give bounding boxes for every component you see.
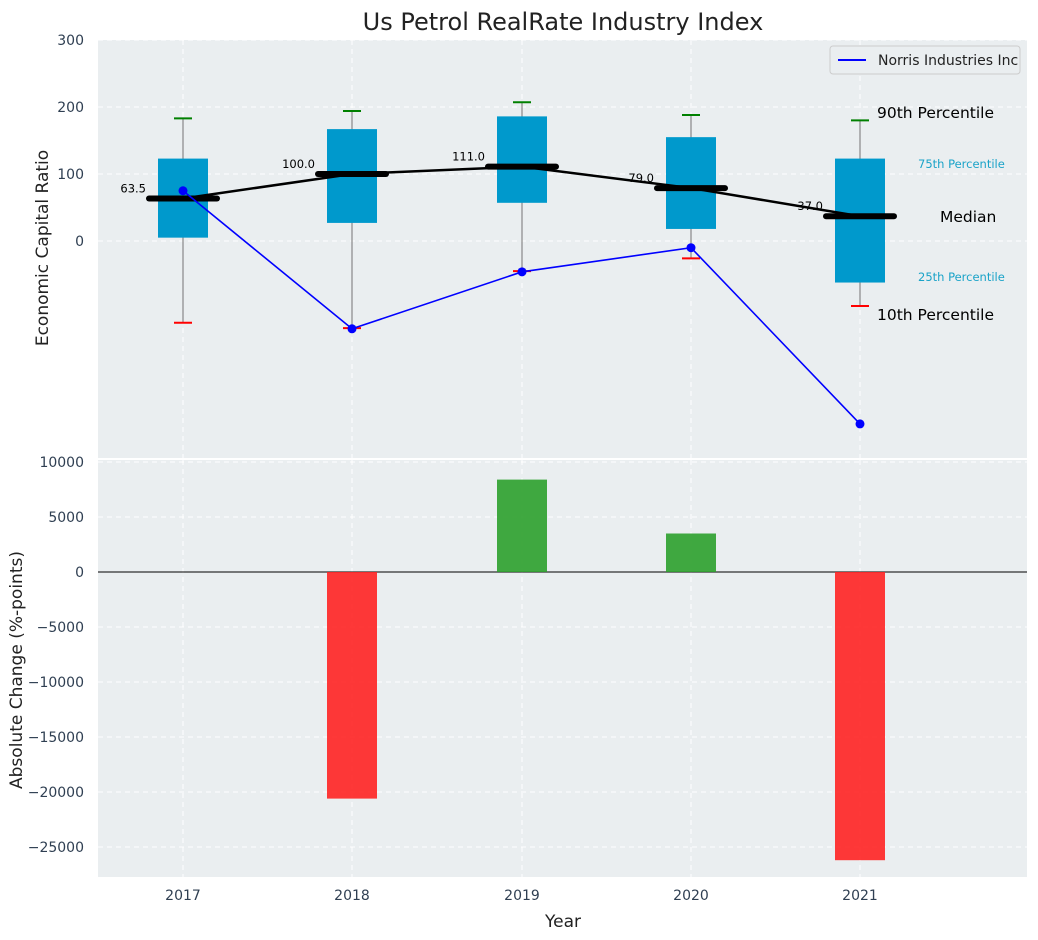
top-y-axis-label: Economic Capital Ratio [33,150,53,346]
change-bar-2019 [497,479,547,572]
top-y-tick-label: 0 [75,234,84,250]
box-iqr-2019 [497,116,547,203]
norris-point-2021 [855,419,865,429]
box-iqr-2020 [666,137,716,229]
bottom-y-axis-label: Absolute Change (%-points) [7,551,27,789]
median-value-label-2020: 79.0 [628,171,654,185]
median-value-label-2017: 63.5 [120,181,146,195]
top-plot-area [98,40,1027,458]
bottom-y-tick-label: −5000 [37,620,84,636]
x-tick-label-2017: 2017 [165,888,201,904]
x-tick-label-2018: 2018 [334,888,370,904]
norris-point-2020 [686,243,696,253]
change-bar-2018 [327,572,377,799]
median-trend-group: 63.5 100.0 111.0 79.0 37.0 [120,150,897,220]
norris-point-2019 [517,267,527,277]
top-y-tick-label: 100 [57,167,84,183]
change-bar-2020 [666,533,716,572]
legend-box [829,45,1021,75]
annotation-75th-percentile: 75th Percentile [918,157,1005,171]
x-axis-label: Year [544,912,581,932]
annotation-25th-percentile: 25th Percentile [918,270,1005,284]
norris-point-2017 [178,186,188,196]
bottom-y-tick-label: 5000 [48,510,84,526]
box-iqr-2021 [835,158,885,283]
median-value-label-2021: 37.0 [797,199,823,213]
bottom-y-tick-label: −10000 [28,675,84,691]
change-bars-group [327,479,885,861]
annotation-90th-percentile: 90th Percentile [877,104,994,122]
annotation-median: Median [940,208,996,226]
norris-series-group [178,186,865,429]
legend-entry-norris: Norris Industries Inc [878,53,1018,69]
x-tick-label-2021: 2021 [842,888,878,904]
bottom-y-tick-label: −25000 [28,840,84,856]
median-value-label-2019: 111.0 [452,150,485,164]
bottom-y-tick-label: −20000 [28,785,84,801]
bottom-y-tick-label: 10000 [39,455,84,471]
bottom-y-tick-label: −15000 [28,730,84,746]
median-value-label-2018: 100.0 [282,157,315,171]
top-y-tick-label: 200 [57,100,84,116]
top-y-tick-label: 300 [57,33,84,49]
axis-ticks-group: 0 100 200 300 10000 5000 0 −5000 −10000 −15000 −20… [28,33,878,904]
bottom-y-tick-label: 0 [75,565,84,581]
x-tick-label-2020: 2020 [673,888,709,904]
bottom-plot-area [98,460,1027,877]
legend: Norris Industries Inc [829,45,1021,75]
norris-point-2018 [347,324,357,334]
chart-title: Us Petrol RealRate Industry Index [363,8,764,36]
x-tick-label-2019: 2019 [504,888,540,904]
annotation-10th-percentile: 10th Percentile [877,306,994,324]
change-bar-2021 [835,572,885,861]
